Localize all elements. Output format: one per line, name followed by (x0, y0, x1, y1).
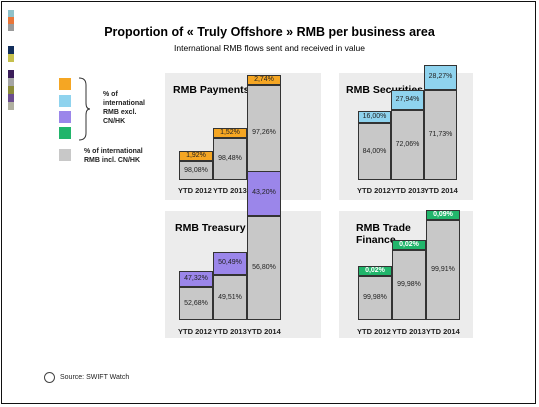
bar-excl-securities-1 (391, 90, 424, 110)
tick-label-treasury-2: YTD 2014 (247, 327, 281, 336)
page-title: Proportion of « Truly Offshore » RMB per… (104, 25, 435, 39)
label-incl-payments-1: 98,48% (218, 155, 242, 162)
bar-incl-trade-0 (358, 276, 392, 320)
label-incl-trade-1: 99,98% (397, 281, 421, 288)
bar-excl-trade-1 (392, 240, 426, 250)
bar-excl-trade-2 (426, 210, 460, 220)
globe-icon (44, 372, 55, 383)
bar-incl-securities-2 (424, 90, 457, 180)
panel-title-payments: RMB Payments (173, 84, 250, 96)
label-incl-securities-0: 84,00% (362, 147, 387, 155)
legend-swatch-treasury (59, 111, 71, 123)
label-excl-payments-0: 1,92% (186, 151, 206, 159)
bar-incl-securities-1 (391, 110, 424, 180)
page-subtitle: International RMB flows sent and receive… (174, 43, 365, 53)
label-incl-payments-2: 97,26% (252, 128, 276, 136)
bar-excl-payments-2 (247, 75, 281, 85)
label-excl-treasury-2: 43,20% (252, 189, 276, 196)
label-incl-treasury-2: 56,80% (252, 264, 276, 271)
label-incl-securities-1: 72,06% (395, 141, 420, 148)
legend-swatch-securities (59, 95, 71, 107)
label-excl-trade-1: 0,02% (399, 240, 419, 248)
label-excl-treasury-1: 50,49% (218, 259, 242, 266)
tick-label-securities-2: YTD 2014 (424, 186, 458, 195)
legend-label-incl: % of international RMB incl. CN/HK (84, 148, 143, 164)
bar-incl-payments-0 (179, 161, 213, 180)
bar-incl-trade-1 (392, 250, 426, 320)
legend-swatch-payments (59, 78, 71, 90)
label-excl-payments-2: 2,74% (254, 75, 274, 83)
bar-incl-payments-1 (213, 138, 247, 180)
bar-incl-trade-2 (426, 220, 460, 320)
label-incl-trade-0: 99,98% (363, 294, 387, 301)
legend-label-excl: % of international RMB excl. CN/HK (103, 91, 146, 125)
legend-swatch-trade (59, 127, 71, 139)
bar-excl-payments-1 (213, 128, 247, 138)
bar-incl-treasury-0 (179, 287, 213, 320)
bar-incl-payments-2 (247, 85, 281, 180)
tick-label-trade-0: YTD 2012 (357, 327, 391, 336)
tick-label-payments-0: YTD 2012 (178, 186, 212, 195)
tick-label-treasury-0: YTD 2012 (178, 327, 212, 336)
tick-label-trade-2: YTD 2014 (426, 327, 460, 336)
label-excl-trade-2: 0,09% (433, 210, 453, 218)
label-excl-securities-1: 27,94% (395, 95, 420, 103)
tick-label-treasury-1: YTD 2013 (213, 327, 247, 336)
legend-brace-icon (78, 77, 91, 141)
bar-excl-payments-0 (179, 151, 213, 161)
label-incl-treasury-0: 52,68% (184, 299, 208, 307)
label-incl-treasury-1: 49,51% (218, 293, 242, 301)
panel-title-trade-finance: RMB Trade Finance (356, 222, 411, 246)
bar-incl-securities-0 (358, 123, 391, 180)
bar-excl-treasury-1 (213, 252, 247, 275)
label-incl-payments-0: 98,08% (184, 166, 208, 174)
label-excl-trade-0: 0,02% (365, 266, 385, 274)
label-incl-trade-2: 99,91% (431, 266, 455, 273)
label-excl-securities-2: 28,27% (428, 73, 453, 80)
bar-excl-trade-0 (358, 266, 392, 276)
bar-excl-securities-2 (424, 65, 457, 90)
bar-excl-treasury-0 (179, 271, 213, 287)
bar-incl-treasury-1 (213, 275, 247, 320)
tick-label-trade-1: YTD 2013 (392, 327, 426, 336)
source-note: Source: SWIFT Watch (60, 374, 130, 381)
legend-swatch-base (59, 149, 71, 161)
label-incl-securities-2: 71,73% (428, 131, 453, 138)
label-excl-treasury-0: 47,32% (184, 274, 208, 282)
bar-incl-treasury-2 (247, 216, 281, 320)
tick-label-securities-1: YTD 2013 (391, 186, 425, 195)
panel-title-treasury: RMB Treasury (175, 222, 246, 234)
tick-label-payments-1: YTD 2013 (213, 186, 247, 195)
bar-excl-treasury-2 (247, 171, 281, 216)
label-excl-securities-0: 16,00% (362, 112, 387, 120)
tick-label-securities-0: YTD 2012 (357, 186, 391, 195)
label-excl-payments-1: 1,52% (220, 128, 240, 136)
bar-excl-securities-0 (358, 111, 391, 123)
